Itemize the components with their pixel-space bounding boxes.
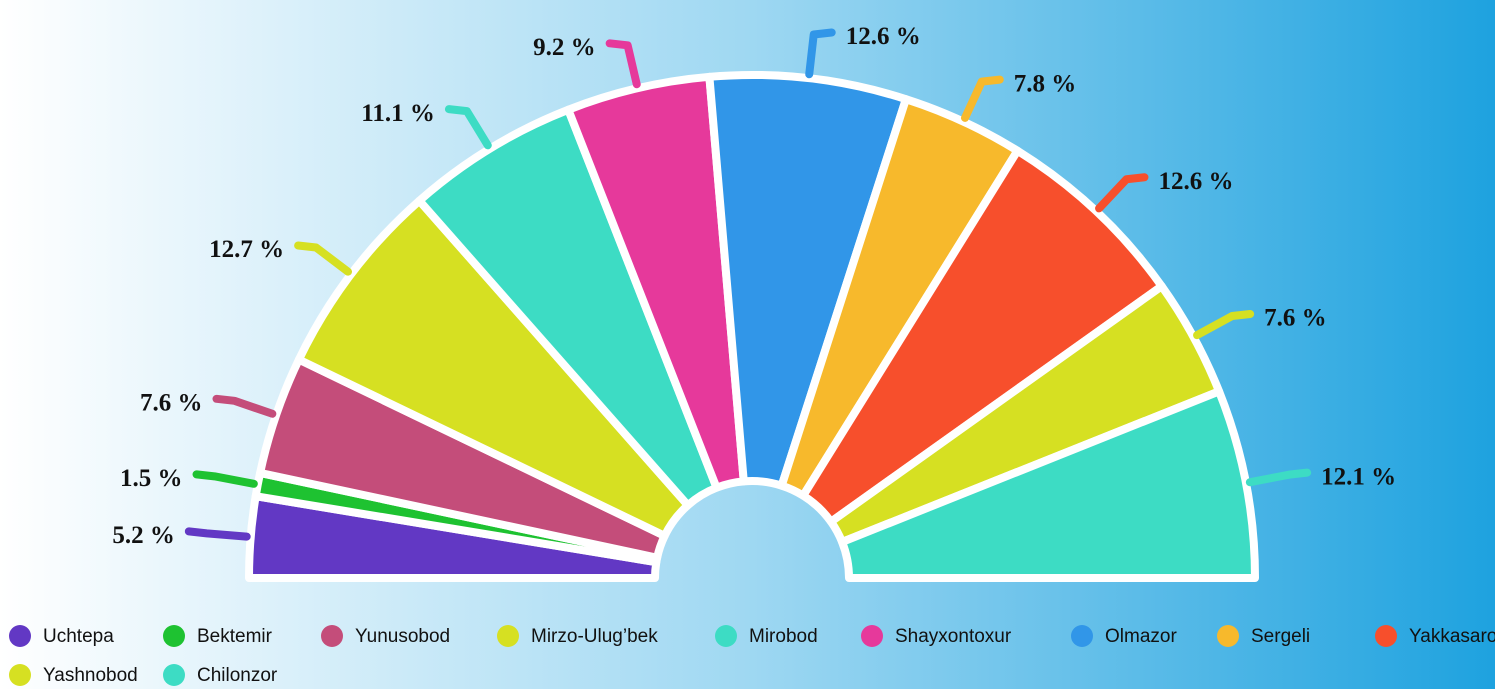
value-label: 12.6 %: [1158, 168, 1233, 195]
legend-label: Shayxontoxur: [895, 626, 1012, 647]
value-label: 5.2 %: [112, 522, 175, 549]
slice: [705, 71, 910, 490]
leader-line: [192, 470, 258, 488]
legend-label: Chilonzor: [197, 665, 278, 686]
legend-swatch: [321, 625, 343, 647]
legend-label: Olmazor: [1105, 626, 1177, 647]
slice: [799, 146, 1166, 526]
legend-swatch: [861, 625, 883, 647]
legend-swatch: [163, 625, 185, 647]
legend-label: Yunusobod: [355, 626, 450, 647]
legend-label: Mirzo-Ulug’bek: [531, 626, 658, 647]
leader-line: [605, 39, 641, 89]
legend-swatch: [163, 664, 185, 686]
value-label: 1.5 %: [120, 465, 183, 492]
legend-label: Bektemir: [197, 626, 273, 647]
leader-line: [294, 241, 352, 276]
leader-line: [444, 105, 492, 150]
legend-label: Uchtepa: [43, 626, 114, 647]
leader-line: [184, 527, 251, 541]
legend-swatch: [497, 625, 519, 647]
leader-line: [1245, 468, 1312, 487]
value-label: 11.1 %: [361, 100, 435, 127]
legend-swatch: [1375, 625, 1397, 647]
slice: [415, 105, 721, 510]
value-label: 12.7 %: [209, 236, 284, 263]
slice: [838, 387, 1259, 582]
legend-swatch: [715, 625, 737, 647]
leader-line: [212, 394, 277, 418]
value-label: 7.6 %: [140, 390, 203, 417]
legend-label: Sergeli: [1251, 626, 1310, 647]
leader-line: [960, 75, 1004, 122]
value-label: 7.6 %: [1264, 305, 1327, 332]
value-label: 9.2 %: [533, 34, 596, 61]
leader-line: [805, 28, 836, 79]
legend-swatch: [9, 625, 31, 647]
slice: [294, 196, 692, 540]
legend-swatch: [1217, 625, 1239, 647]
value-label: 7.8 %: [1014, 70, 1077, 97]
legend-swatch: [9, 664, 31, 686]
legend-label: Mirobod: [749, 626, 818, 647]
value-label: 12.1 %: [1321, 463, 1396, 490]
legend-label: Yashnobod: [43, 665, 138, 686]
leader-line: [1193, 309, 1255, 340]
legend-label: Yakkasaroy: [1409, 626, 1495, 647]
leader-line: [1095, 173, 1149, 213]
value-label: 12.6 %: [846, 23, 921, 50]
legend-swatch: [1071, 625, 1093, 647]
